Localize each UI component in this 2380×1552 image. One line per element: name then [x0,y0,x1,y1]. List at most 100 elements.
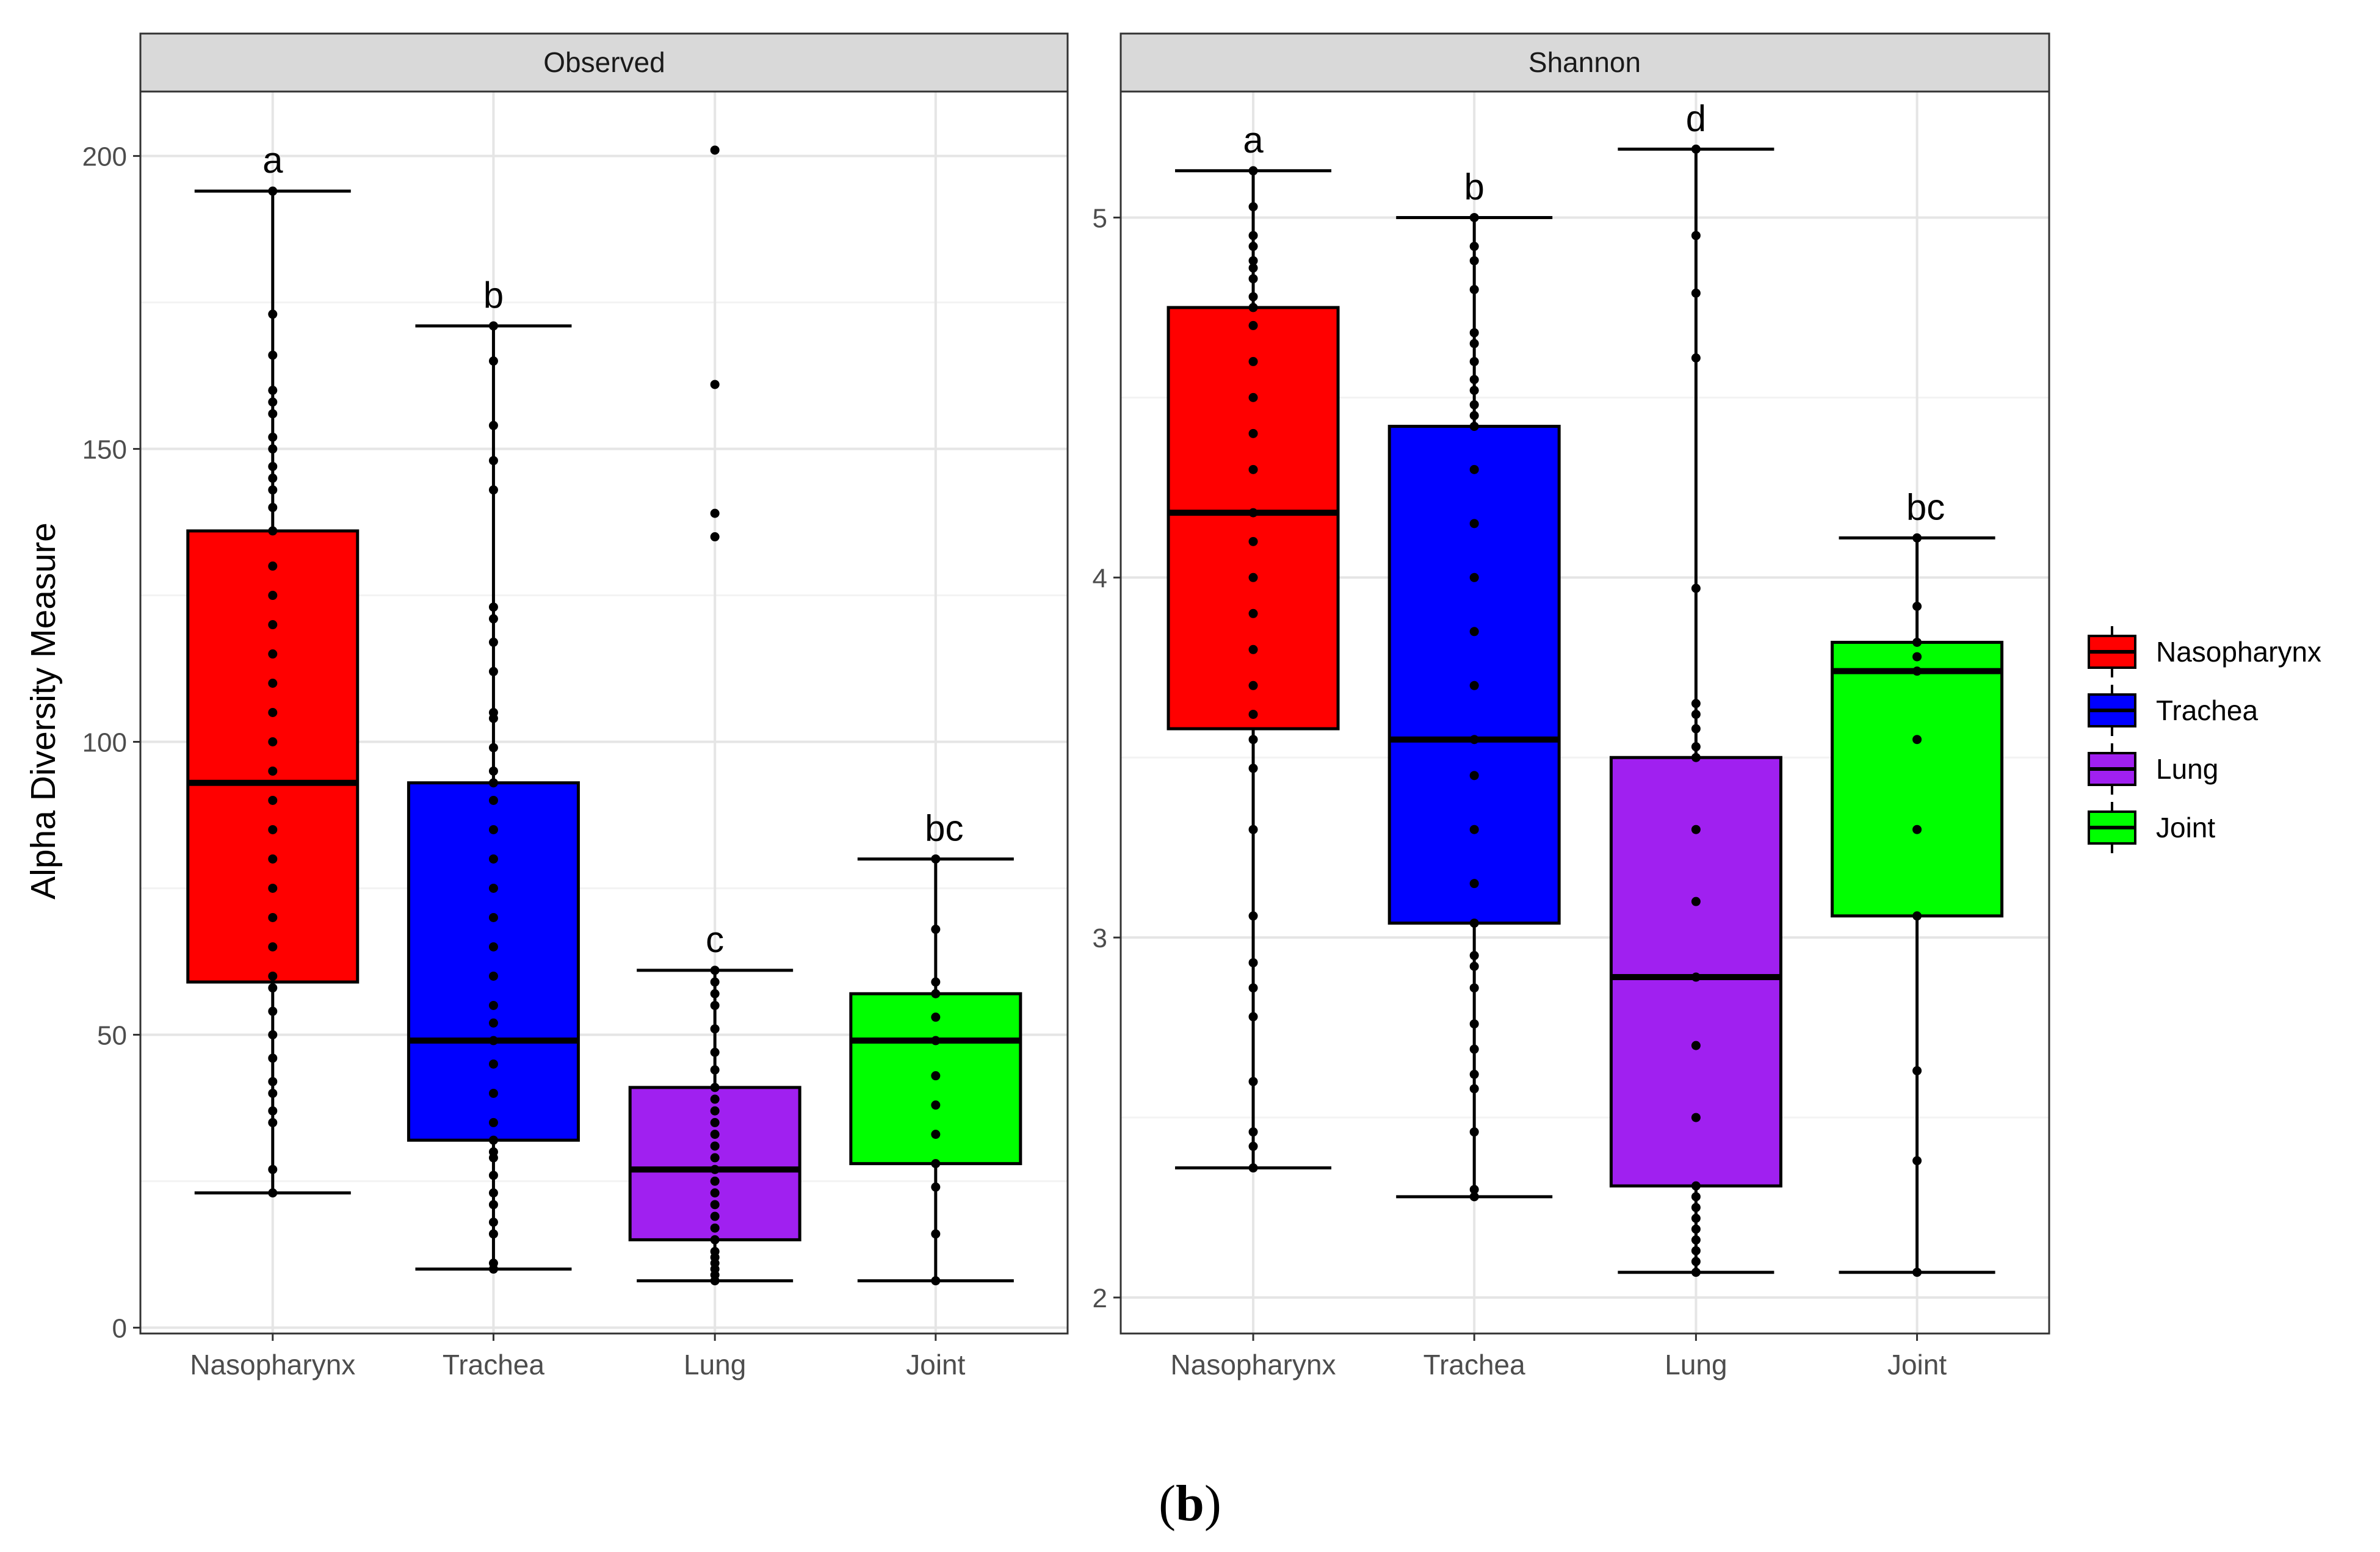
data-point [268,309,278,319]
x-tick-label: Trachea [1423,1349,1525,1381]
data-point [268,485,278,495]
data-point [1469,1069,1479,1079]
y-tick-label: 200 [82,142,127,172]
box-nasopharynx: a [186,140,360,1198]
data-point [1248,303,1258,312]
data-point [268,409,278,419]
panel-border-observed [139,90,1069,1335]
data-point [1691,709,1701,719]
data-point [1469,339,1479,348]
data-point [1469,464,1479,474]
data-point [1248,825,1258,834]
data-point [1248,202,1258,212]
box-iqr [186,529,360,984]
data-point [1248,464,1258,474]
panel-border-shannon [1119,90,2050,1335]
box-iqr [1831,640,2004,918]
data-point [1912,666,1922,676]
data-point [1248,392,1258,402]
data-point [1248,242,1258,251]
data-point [488,766,498,776]
data-point [268,186,278,196]
data-point [931,1130,941,1139]
data-point [1469,919,1479,928]
figure-caption: (b) [1159,1475,1221,1532]
data-point [268,561,278,571]
data-point [1691,583,1701,593]
data-point [710,1094,720,1104]
data-point [488,1036,498,1045]
data-point [1248,572,1258,582]
data-point [268,1006,278,1016]
data-point [710,1083,720,1092]
data-point [931,1182,941,1192]
data-point [1248,428,1258,438]
data-point [488,1218,498,1227]
data-point [1912,652,1922,662]
data-point [268,912,278,922]
data-point [488,420,498,430]
data-point [710,1130,720,1139]
data-point [1691,1181,1701,1191]
data-point [931,1159,941,1169]
data-point [1912,1066,1922,1075]
box-iqr [1166,306,1340,731]
data-point [488,1088,498,1098]
data-point [1248,231,1258,240]
data-point [488,1059,498,1069]
data-point [710,1235,720,1244]
legend-item-nasopharynx: Nasopharynx [2088,626,2321,677]
data-point [1469,386,1479,395]
data-point [1469,1127,1479,1137]
significance-letter: b [483,275,504,316]
data-point [268,1088,278,1098]
legend-label: Trachea [2156,695,2258,726]
data-point [1912,601,1922,611]
data-point [1912,533,1922,543]
data-point [1469,328,1479,337]
data-point [268,766,278,776]
data-point [1691,1203,1701,1213]
panel-shannon: Shannon a b d bc 2 3 4 5 Nasopharynx Trachea Lun… [1093,32,2050,1381]
data-point [710,1176,720,1186]
data-point [1469,961,1479,971]
data-point [268,503,278,513]
box-trachea: b [407,275,580,1274]
data-point [1691,1257,1701,1266]
data-point [268,1117,278,1127]
data-point [268,825,278,834]
data-point [268,1030,278,1039]
boxes-shannon: a b d bc [1166,98,2004,1277]
data-point [1248,256,1258,265]
data-point [488,614,498,624]
data-point [488,485,498,495]
data-point [1469,879,1479,889]
x-ticks-observed: Nasopharynx Trachea Lung Joint [190,1334,966,1381]
data-point [488,942,498,951]
data-point [710,1200,720,1210]
data-point [268,526,278,536]
legend: Nasopharynx Trachea Lung Joint [2088,626,2321,853]
data-point [710,1164,720,1174]
data-point [488,1200,498,1210]
data-point [1248,709,1258,719]
data-point [488,743,498,753]
data-point [1691,1246,1701,1255]
data-point [1469,627,1479,637]
y-tick-label: 3 [1093,923,1107,953]
significance-letter: a [262,140,283,181]
data-point [268,461,278,471]
data-point [268,444,278,454]
data-point [1248,958,1258,967]
data-point [268,386,278,395]
data-point [1248,983,1258,993]
y-tick-label: 0 [112,1313,127,1343]
data-point [1691,1213,1701,1223]
data-point [488,602,498,612]
x-ticks-shannon: Nasopharynx Trachea Lung Joint [1171,1334,1947,1381]
box-lung: c [628,145,801,1286]
data-point [710,1188,720,1198]
data-point [1469,983,1479,993]
y-ticks-observed: 0 50 100 150 200 [82,142,140,1343]
